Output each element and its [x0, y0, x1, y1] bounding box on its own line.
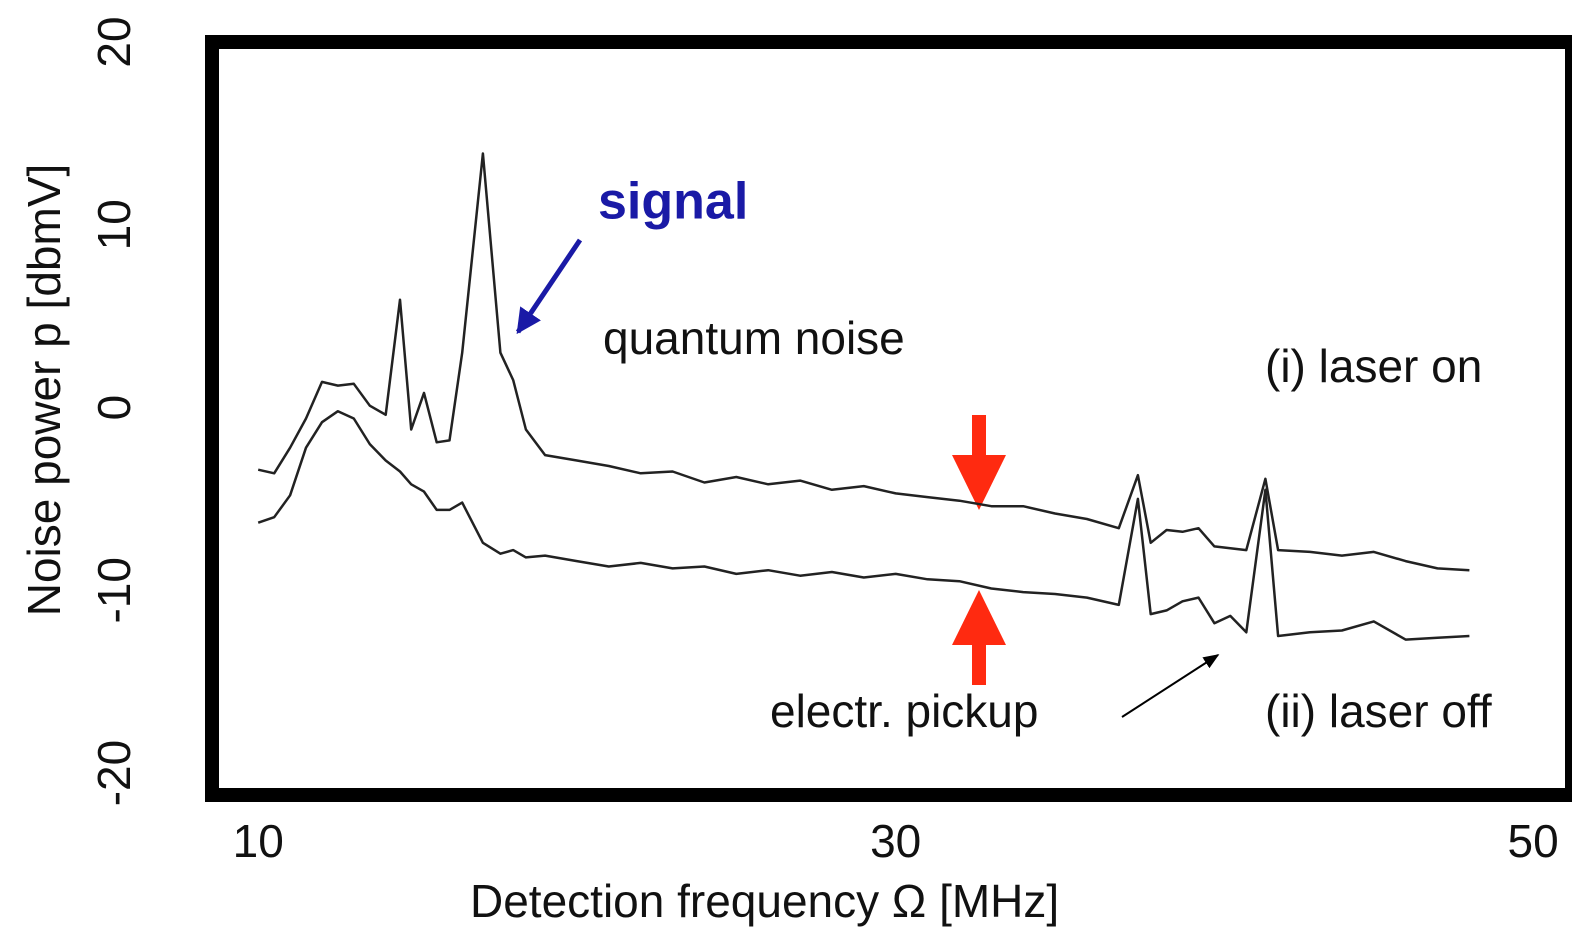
- red-arrows: [952, 415, 1006, 685]
- annotation-electr-pickup: electr. pickup: [770, 685, 1038, 737]
- line-series: [257, 409, 1470, 641]
- y-tick-label: 10: [88, 199, 140, 250]
- y-tick-label: -20: [88, 740, 140, 806]
- y-axis-label: Noise power p [dbmV]: [18, 164, 70, 617]
- annotation-quantum-noise: quantum noise: [603, 312, 905, 364]
- series-label: (ii) laser off: [1265, 685, 1492, 737]
- plot-frame: [205, 35, 1572, 802]
- annotation-signal: signal: [598, 173, 748, 231]
- y-tick-label: 20: [88, 16, 140, 67]
- x-tick-label: 50: [1508, 815, 1559, 867]
- y-tick-label: -10: [88, 557, 140, 623]
- line-series: [257, 152, 1470, 572]
- x-tick-label: 30: [870, 815, 921, 867]
- pickup-arrow: [1121, 654, 1220, 718]
- series-label: (i) laser on: [1265, 340, 1482, 392]
- x-tick-label: 10: [233, 815, 284, 867]
- y-tick-label: 0: [88, 395, 140, 421]
- x-axis-label: Detection frequency Ω [MHz]: [470, 875, 1059, 927]
- signal-arrow: [515, 238, 583, 335]
